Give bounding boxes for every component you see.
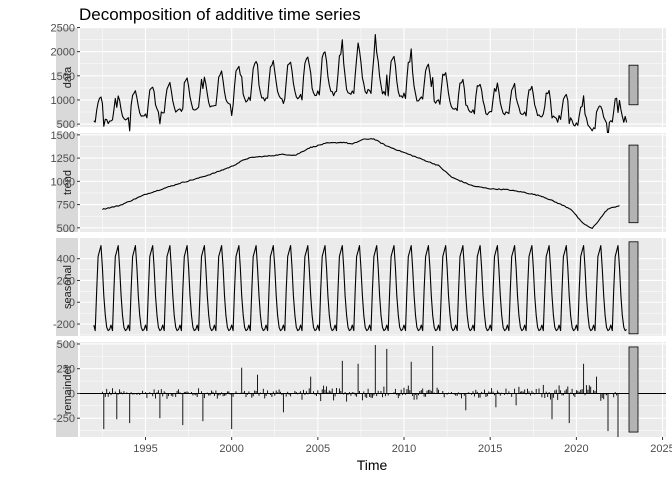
strip-label-trend: trend	[62, 170, 74, 195]
chart-title: Decomposition of additive time series	[79, 5, 361, 24]
y-tick-label-data: 2500	[51, 23, 75, 35]
strip-seasonal	[56, 238, 78, 336]
x-tick-label: 2010	[392, 443, 416, 455]
panel-background	[80, 133, 666, 232]
strip-label-seasonal: seasonal	[62, 265, 74, 309]
x-tick-label: 1995	[133, 443, 157, 455]
y-tick-label-seasonal: 200	[57, 275, 75, 287]
scale-bar-remainder	[628, 346, 639, 433]
panel-data: data 500 1000 1500 2000 2500	[51, 23, 666, 138]
scale-bar-seasonal	[628, 241, 639, 335]
series-line-data	[93, 33, 628, 138]
y-tick-label-trend: 500	[57, 223, 75, 235]
x-axis-title: Time	[357, 457, 388, 473]
strip-remainder	[56, 342, 78, 437]
panel-seasonal: seasonal -200 0 200 400	[53, 238, 666, 336]
y-tick-label-trend: 1250	[51, 153, 75, 165]
x-tick-label: 2025	[650, 443, 672, 455]
x-tick-label: 2000	[219, 443, 243, 455]
series-line-seasonal	[93, 245, 627, 332]
y-tick-label-seasonal: 400	[57, 254, 75, 266]
y-tick-label-data: 2000	[51, 47, 75, 59]
y-tick-label-remainder: -250	[53, 413, 75, 425]
panel-trend: trend 500 750 1000 1250 1500	[51, 130, 666, 235]
y-tick-label-trend: 750	[57, 200, 75, 212]
y-tick-label-data: 1000	[51, 95, 75, 107]
y-tick-label-remainder: 250	[57, 364, 75, 376]
scale-bar-data	[628, 64, 639, 106]
x-axis: 1995 2000 2005 2010 2015 2020 2025	[133, 437, 672, 455]
y-tick-label-remainder: 500	[57, 339, 75, 351]
scale-bar-trend	[628, 144, 639, 224]
y-tick-label-remainder: 0	[69, 388, 75, 400]
strip-label-data: data	[62, 66, 74, 88]
y-tick-label-data: 500	[57, 119, 75, 131]
panels: data5001000150020002500trend500750100012…	[51, 23, 666, 437]
y-tick-label-data: 1500	[51, 71, 75, 83]
y-tick-label-trend: 1000	[51, 176, 75, 188]
y-tick-label-seasonal: -200	[53, 319, 75, 331]
x-tick-label: 2015	[478, 443, 502, 455]
panel-background	[80, 342, 666, 437]
strip-trend	[56, 133, 78, 232]
x-tick-label: 2005	[306, 443, 330, 455]
series-line-trend	[102, 138, 620, 229]
y-tick-label-trend: 1500	[51, 130, 75, 142]
strip-data	[56, 28, 78, 127]
strip-label-remainder: remainder	[62, 364, 74, 414]
panel-remainder: remainder-250 0 250 500	[53, 339, 666, 437]
x-tick-label: 2020	[564, 443, 588, 455]
y-tick-label-seasonal: 0	[69, 297, 75, 309]
